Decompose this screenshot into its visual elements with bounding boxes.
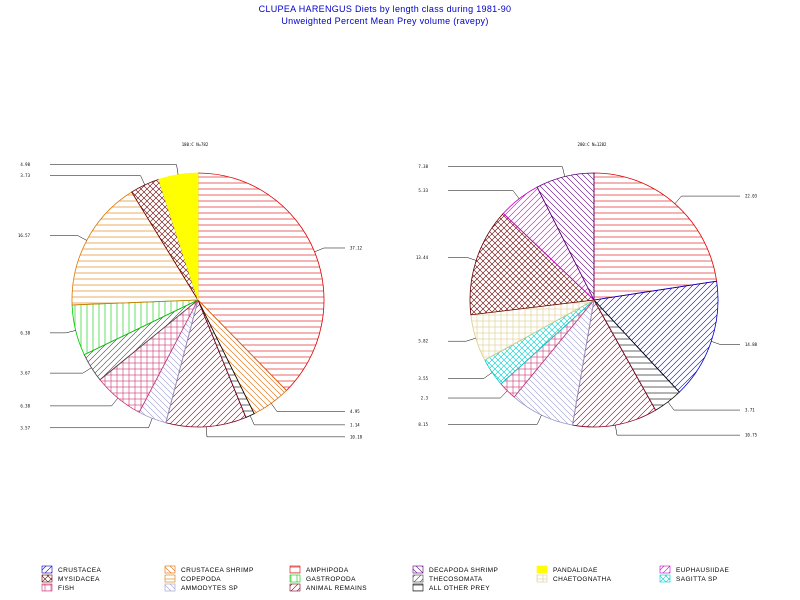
leader-line [448, 166, 565, 177]
slice-value-label: 8.15 [418, 422, 428, 427]
slice-value-label: 3.73 [20, 173, 30, 178]
legend-label-thecosomata: THECOSOMATA [429, 576, 483, 583]
leader-line [615, 425, 740, 436]
leader-line [249, 415, 345, 426]
legend-label-euphausiidae: EUPHAUSIIDAE [676, 567, 729, 574]
leader-line [50, 367, 92, 374]
legend-swatch-animal_remains [289, 583, 301, 592]
slice-value-label: 16.57 [18, 233, 31, 238]
leader-line [711, 341, 740, 345]
pie-chart-2: 280:C N=1282 22.03 14.88 3.71 10.75 8.15 2.3 3… [416, 142, 758, 438]
pie-chart-1: 180:C N=782 37.12 4.95 1.14 10.18 3.57 6.38 3.… [18, 142, 363, 439]
leader-line [448, 390, 508, 399]
legend-label-decapoda_shrimp: DECAPODA SHRIMP [429, 567, 498, 574]
slice-value-label: 3.67 [20, 371, 30, 376]
pie-slice-amphipoda [593, 172, 718, 301]
legend-label-chaetognatha: CHAETOGNATHA [553, 576, 612, 583]
pie-slice-animal_remains [572, 298, 657, 428]
leader-line [448, 337, 476, 342]
slice-value-label: 2.3 [421, 396, 429, 401]
legend-swatch-chaetognatha [536, 574, 548, 583]
leader-line [50, 175, 146, 185]
legend-swatch-crustacea [41, 565, 53, 574]
legend-label-amphipoda: AMPHIPODA [306, 567, 349, 574]
chart-subtitle: Unweighted Percent Mean Prey volume (rav… [281, 16, 488, 26]
legend-label-animal_remains: ANIMAL REMAINS [306, 585, 367, 592]
legend: CRUSTACEA CRUSTACEA SHRIMP AMPHIPODA DECAPO… [41, 565, 729, 592]
slice-value-label: 6.38 [20, 403, 30, 408]
legend-label-gastropoda: GASTROPODA [306, 576, 356, 583]
leader-line [667, 401, 740, 411]
leader-line [448, 372, 493, 379]
slice-value-label: 1.14 [350, 422, 360, 427]
slice-value-label: 5.33 [418, 188, 428, 193]
leader-line [50, 235, 87, 241]
slice-value-label: 10.18 [350, 434, 363, 439]
legend-swatch-gastropoda [289, 574, 301, 583]
leader-line [448, 414, 542, 425]
slice-value-label: 4.98 [20, 162, 30, 167]
pie-slice-decapoda_shrimp [536, 172, 595, 301]
leader-line [50, 418, 153, 429]
slice-value-label: 13.44 [416, 255, 429, 260]
slice-value-label: 10.75 [745, 433, 758, 438]
leader-line [448, 257, 477, 261]
slice-value-label: 14.88 [745, 342, 758, 347]
legend-swatch-all_other_prey [412, 583, 424, 592]
legend-label-copepoda: COPEPODA [181, 576, 221, 583]
leader-line [206, 426, 345, 438]
slice-value-label: 37.12 [350, 245, 363, 250]
chart-title: CLUPEA HARENGUS Diets by length class du… [259, 4, 512, 14]
legend-swatch-euphausiidae [659, 565, 671, 574]
legend-label-ammodytes_sp: AMMODYTES SP [181, 585, 238, 592]
leader-line [448, 190, 520, 199]
legend-swatch-copepoda [164, 574, 176, 583]
slice-value-label: 3.71 [745, 408, 755, 413]
legend-label-mysidacea: MYSIDACEA [58, 576, 100, 583]
slice-value-label: 4.95 [350, 409, 360, 414]
legend-swatch-crustacea_shrimp [164, 565, 176, 574]
pie-1-title: 180:C N=782 [182, 142, 209, 147]
leader-line [674, 195, 740, 204]
legend-label-sagitta_sp: SAGITTA SP [676, 576, 717, 583]
legend-label-crustacea: CRUSTACEA [58, 567, 101, 574]
legend-label-pandalidae: PANDALIDAE [553, 567, 598, 574]
pie-slice-copepoda [71, 191, 199, 306]
leader-line [50, 330, 76, 334]
leader-line [314, 247, 345, 253]
legend-label-fish: FISH [58, 585, 74, 592]
leader-line [271, 403, 345, 412]
legend-swatch-ammodytes_sp [164, 583, 176, 592]
slice-value-label: 7.38 [418, 164, 428, 169]
slice-value-label: 3.57 [20, 425, 30, 430]
pie-slice-pandalidae [158, 172, 199, 301]
pie-slice-amphipoda [197, 172, 325, 392]
slice-value-label: 3.55 [418, 376, 428, 381]
pie-slice-crustacea [593, 280, 719, 393]
legend-swatch-pandalidae [536, 565, 548, 574]
legend-label-crustacea_shrimp: CRUSTACEA SHRIMP [181, 567, 254, 574]
legend-swatch-fish [41, 583, 53, 592]
pie-slice-mysidacea [469, 212, 595, 316]
leader-line [50, 164, 179, 175]
pie-2-title: 280:C N=1282 [578, 142, 607, 147]
leader-line [50, 397, 119, 407]
slice-value-label: 5.82 [418, 339, 428, 344]
legend-label-all_other_prey: ALL OTHER PREY [429, 585, 490, 592]
legend-swatch-decapoda_shrimp [412, 565, 424, 574]
slice-value-label: 6.38 [20, 330, 30, 335]
legend-swatch-thecosomata [412, 574, 424, 583]
legend-swatch-amphipoda [289, 565, 301, 574]
legend-swatch-sagitta_sp [659, 574, 671, 583]
slice-value-label: 22.03 [745, 194, 758, 199]
pie-slice-animal_remains [165, 298, 247, 428]
legend-swatch-mysidacea [41, 574, 53, 583]
